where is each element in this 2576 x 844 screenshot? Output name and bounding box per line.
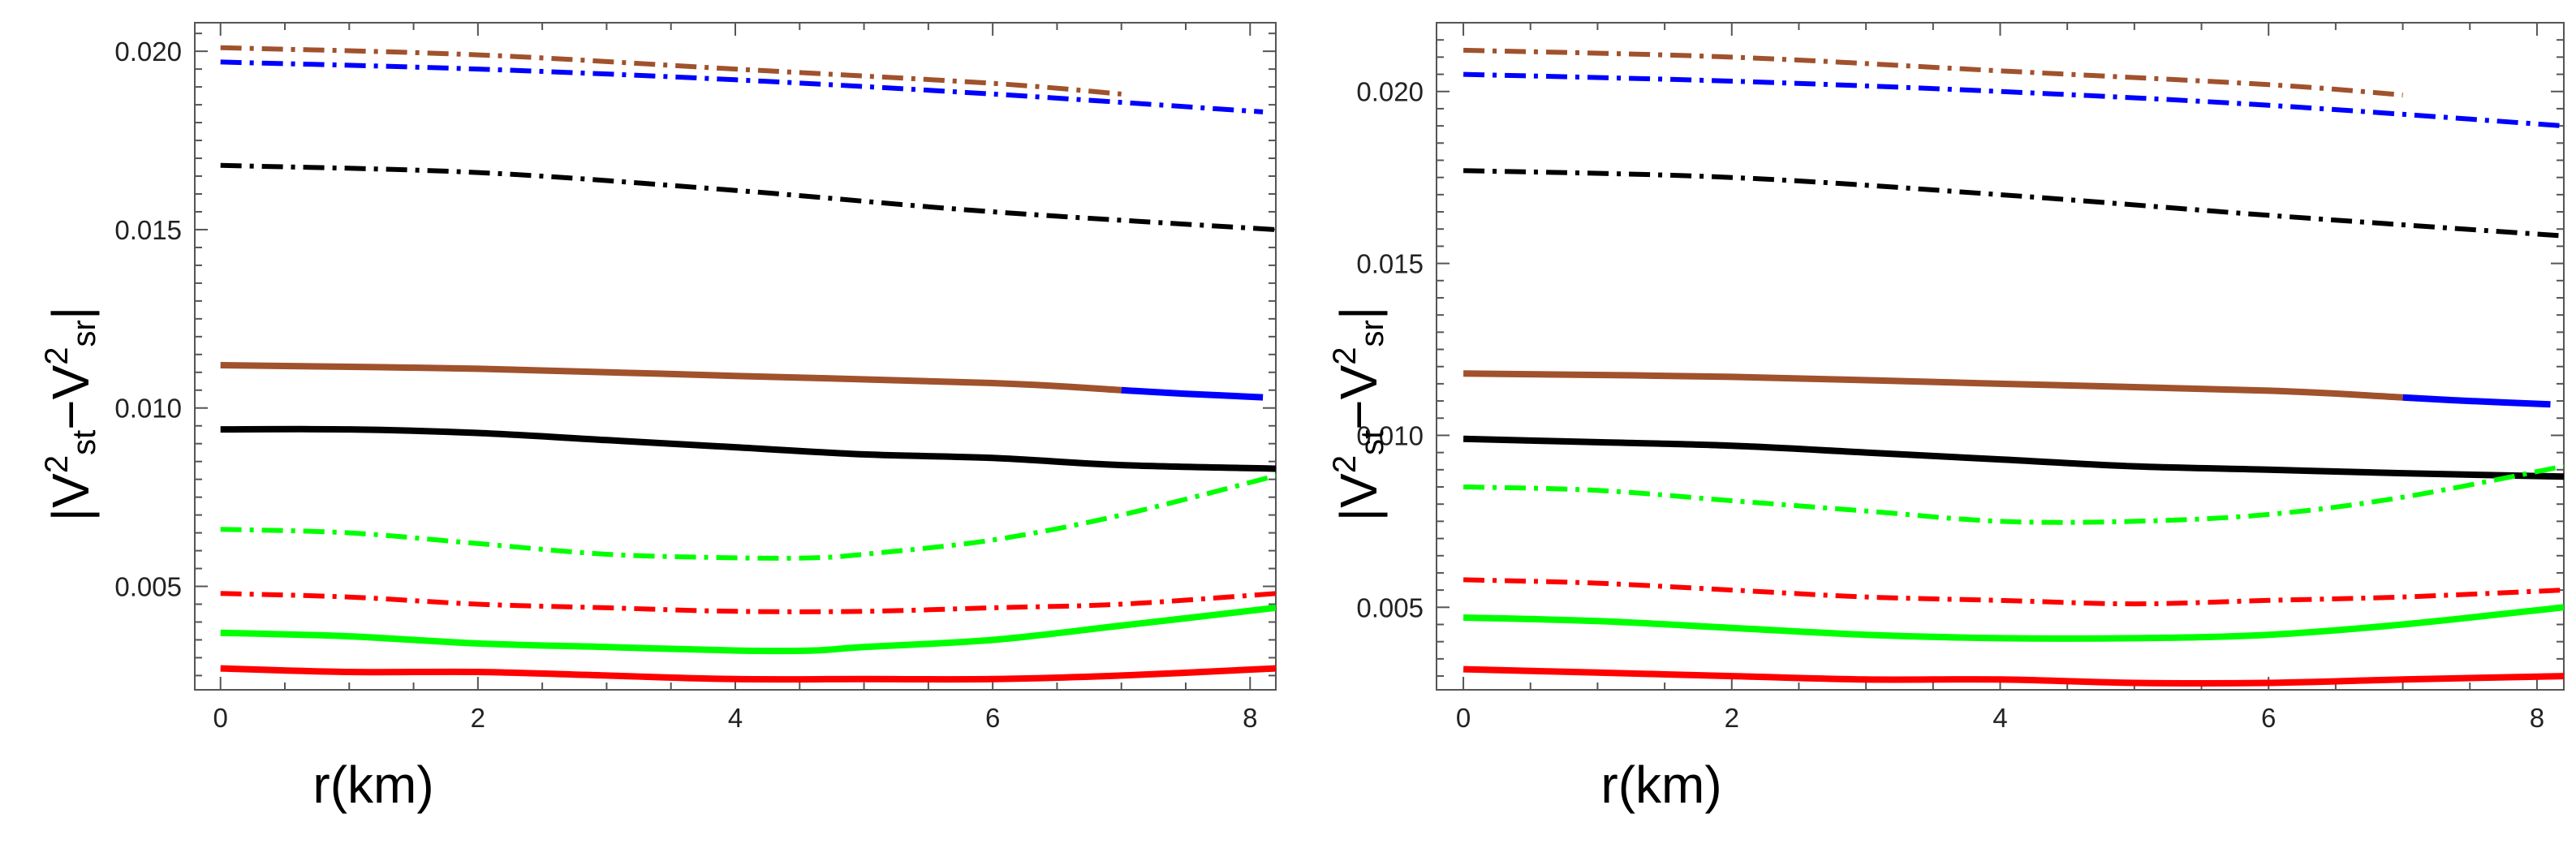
series-red-dashdot [220,591,1276,614]
x-tick-label: 8 [2530,703,2544,733]
left-chart: 0 2 4 6 8 0.005 0.010 0.015 0.020 [114,22,1277,733]
series-red-solid [220,665,1276,683]
plot-frame [1436,22,2565,691]
x-axis-label: r(km) [312,756,434,814]
series-brown-dashdot [1463,47,2403,97]
y-tick-label: 0.020 [114,37,182,67]
right-chart-panel: 0 2 4 6 8 0.005 0.010 0.015 0.020 |V2st−V2sr| r(… [1288,0,2576,844]
x-tick-label: 0 [1456,703,1471,733]
series-green-dashdot [1463,463,2564,525]
series-green-solid [220,604,1276,655]
y-tick-label: 0.010 [114,394,182,424]
y-axis-label: |V2st−V2sr| [1327,306,1390,522]
series-red-solid [1462,665,2564,687]
series-green-solid [1462,604,2564,642]
y-tick-label: 0.010 [1356,420,1424,450]
series-black-solid [220,425,1276,472]
x-tick-label: 0 [213,703,228,733]
x-tick-label: 6 [2261,703,2276,733]
series-brown-solid [1463,370,2403,401]
series-blue-solid [2402,394,2551,408]
x-tick-label: 6 [985,703,1000,733]
x-axis-label: r(km) [1600,756,1722,814]
series-blue-dashdot [220,59,1264,114]
series-black-solid [1462,435,2564,480]
x-tick-label: 8 [1243,703,1257,733]
y-tick-label: 0.015 [1356,249,1424,279]
left-chart-panel: 0 2 4 6 8 0.005 0.010 0.015 0.020 |V2st−V2sr| r(… [39,22,1277,814]
y-tick-label: 0.020 [1356,77,1424,107]
series-green-dashdot [220,473,1276,561]
x-tick-label: 4 [1992,703,2007,733]
x-tick-label: 2 [471,703,485,733]
y-tick-label: 0.005 [1356,592,1424,622]
series-blue-dashdot [1463,71,2564,129]
series-brown-dashdot [220,45,1122,97]
plot-frame [194,22,1277,691]
series-red-dashdot [1463,577,2564,607]
series-black-dashdot [1463,168,2564,239]
series-blue-solid [1121,386,1264,401]
series-brown-solid [220,362,1122,394]
x-tick-label: 2 [1725,703,1739,733]
right-chart: 0 2 4 6 8 0.005 0.010 0.015 0.020 [1356,22,2565,733]
series-black-dashdot [220,162,1276,232]
y-tick-label: 0.015 [114,215,182,245]
y-tick-label: 0.005 [114,572,182,602]
y-axis-label: |V2st−V2sr| [39,306,102,522]
x-tick-label: 4 [728,703,743,733]
